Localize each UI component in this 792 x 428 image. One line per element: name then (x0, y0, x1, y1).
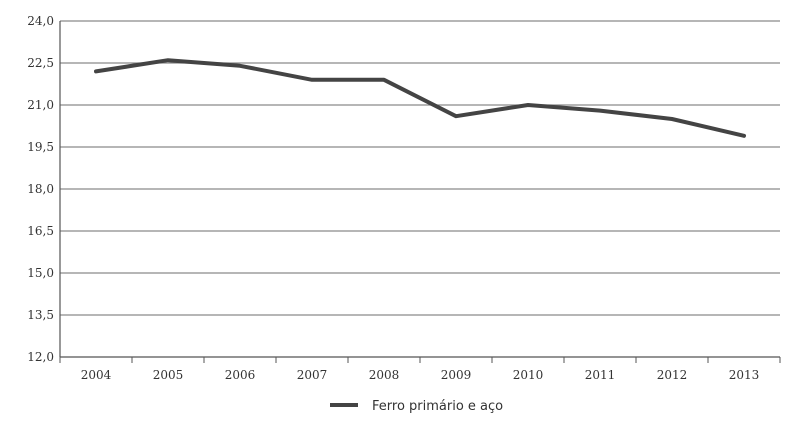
series-lines (94, 58, 746, 138)
y-tick-label: 24,0 (27, 14, 54, 28)
y-tick-label: 18,0 (27, 182, 54, 196)
y-tick-label: 22,5 (27, 56, 54, 70)
y-tick-label: 13,5 (27, 308, 54, 322)
y-tick-label: 21,0 (27, 98, 54, 112)
x-tick-label: 2008 (369, 368, 400, 382)
x-tick-label: 2004 (81, 368, 112, 382)
grid-lines (60, 20, 780, 316)
x-tick-label: 2011 (585, 368, 616, 382)
x-tick-label: 2010 (513, 368, 544, 382)
y-tick-label: 15,0 (27, 266, 54, 280)
y-axis-tick-labels: 24,0 22,5 21,0 19,5 18,0 16,5 15,0 13,5 12,0 (27, 14, 54, 364)
x-tick-label: 2006 (225, 368, 256, 382)
x-axis-tick-labels: 2004 2005 2006 2007 2008 2009 2010 2011 2012 2013 (59, 357, 781, 382)
x-tick-label: 2007 (297, 368, 328, 382)
x-tick-label: 2013 (729, 368, 760, 382)
y-tick-label: 19,5 (27, 140, 54, 154)
y-tick-label: 12,0 (27, 350, 54, 364)
series-line (94, 58, 746, 138)
legend: Ferro primário e aço (330, 399, 503, 414)
y-tick-label: 16,5 (27, 224, 54, 238)
x-tick-label: 2009 (441, 368, 472, 382)
legend-label: Ferro primário e aço (372, 399, 503, 414)
x-tick-label: 2005 (153, 368, 184, 382)
x-tick-label: 2012 (657, 368, 688, 382)
